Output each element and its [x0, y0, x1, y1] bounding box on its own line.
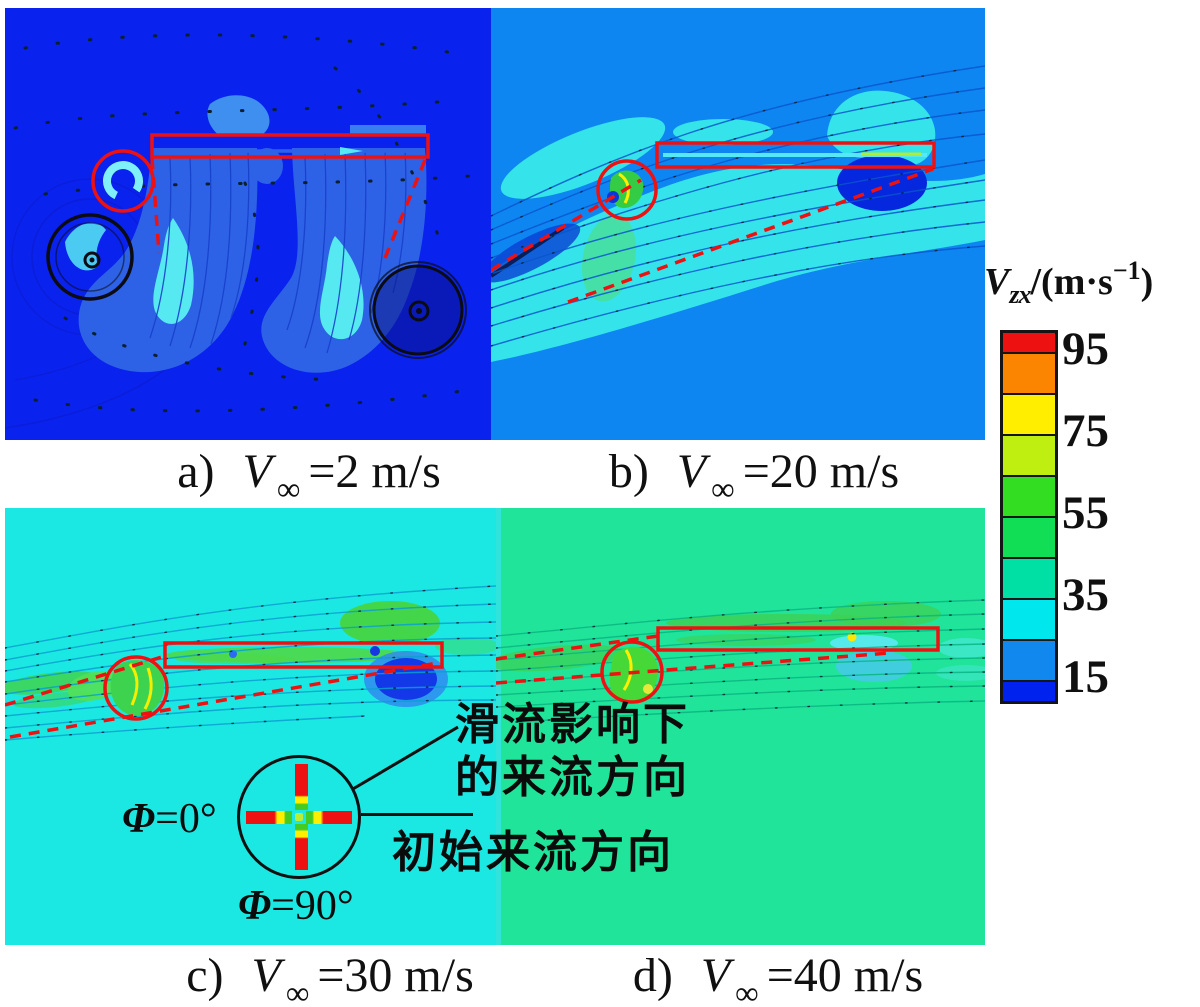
red-overlays: [496, 626, 940, 704]
colorbar-segment: [1003, 393, 1055, 435]
leader-line-initial: [361, 813, 473, 816]
velocity-symbol: V: [242, 445, 272, 498]
colorbar-title-symbol: V: [984, 261, 1010, 303]
caption-prefix: d): [632, 949, 673, 1002]
infinity-subscript: ∞: [735, 976, 759, 1007]
infinity-subscript: ∞: [711, 472, 735, 508]
panel-c-contour: [5, 508, 496, 945]
colorbar-segment: [1003, 475, 1055, 516]
wing-rectangle: [163, 641, 444, 669]
vortex-ring-right: [369, 261, 467, 359]
colorbar-tick-label: 75: [1062, 405, 1109, 458]
caption-panel-d: d) V ∞ =40 m/s: [568, 948, 988, 1007]
blade-top: [295, 764, 308, 810]
caption-value: =20 m/s: [742, 445, 900, 498]
wake-dome-blob: [340, 601, 440, 645]
streamlines: [496, 598, 985, 724]
wing-rectangle: [656, 626, 940, 652]
colorbar-swatches: [1000, 330, 1058, 704]
colorbar-tick-label: 15: [1062, 650, 1109, 703]
vortex-ring-left: [46, 213, 134, 301]
colorbar-segment: [1003, 516, 1055, 557]
infinity-subscript: ∞: [285, 976, 310, 1007]
panel-a-art: [5, 33, 477, 429]
flow-direction-dash: [491, 178, 642, 272]
flow-direction-dash: [567, 167, 934, 304]
phi-symbol: Φ: [238, 883, 272, 929]
colorbar-tick-label: 55: [1062, 487, 1109, 539]
caption-prefix: c): [186, 949, 224, 1002]
panel-b-art: [491, 64, 985, 362]
flow-direction-dash: [496, 634, 659, 661]
colorbar-title-subscript: zx: [1009, 280, 1031, 309]
phi-ninety-value: =90°: [271, 883, 354, 929]
phi-zero-value: =0°: [155, 796, 217, 842]
hub-dot: [295, 813, 303, 821]
caption-value: =40 m/s: [766, 949, 924, 1002]
blade-left: [246, 811, 292, 824]
wing-rectangle: [655, 141, 936, 169]
colorbar-segment: [1003, 597, 1055, 639]
caption-panel-c: c) V ∞ =30 m/s: [120, 948, 540, 1007]
phi-symbol: Φ: [122, 796, 156, 842]
slipstream-flow-annotation: 滑流影响下 的来流方向: [455, 698, 690, 804]
flow-direction-dash: [150, 157, 161, 254]
blade-bottom: [295, 824, 308, 870]
phi-zero-label: Φ=0°: [122, 795, 217, 843]
initial-flow-annotation: 初始来流方向: [392, 828, 674, 877]
colorbar-tick-label: 35: [1062, 568, 1109, 621]
caption-panel-a: a) V ∞ =2 m/s: [99, 444, 519, 509]
caption-prefix: b): [608, 445, 649, 498]
colorbar-title-close: ): [1140, 261, 1154, 303]
slipstream-flow-line1: 滑流影响下: [455, 700, 690, 749]
velocity-symbol: V: [700, 949, 731, 1002]
colorbar-title-units: /(m·s: [1030, 261, 1113, 303]
colorbar-segment: [1003, 352, 1055, 394]
flow-direction-dash: [5, 654, 166, 707]
propeller-circle: [103, 655, 169, 721]
wake-dome-blob: [831, 601, 941, 627]
colorbar-title: Vzx/(m·s−1): [984, 256, 1153, 310]
wake-plume-left: [78, 148, 258, 373]
propeller-disk-inset: [237, 755, 361, 879]
panel-d-art: [496, 508, 985, 945]
propeller-circle: [91, 149, 155, 213]
colorbar-segment: [1003, 434, 1055, 476]
panel-d-contour: [496, 508, 985, 945]
blade-right: [306, 811, 352, 824]
caption-value: =2 m/s: [308, 445, 441, 498]
colorbar-title-exponent: −1: [1112, 256, 1141, 285]
propeller-circle: [600, 640, 664, 704]
caption-value: =30 m/s: [317, 949, 474, 1002]
flow-direction-dash: [496, 651, 891, 685]
vector-dots: [13, 33, 477, 413]
flow-direction-dash: [9, 661, 439, 739]
red-overlays: [91, 133, 430, 259]
infinity-subscript: ∞: [276, 472, 301, 508]
caption-panel-b: b) V ∞ =20 m/s: [544, 444, 964, 509]
panel-c-art: [5, 584, 496, 742]
colorbar-segment: [1003, 333, 1055, 353]
slipstream-flow-line2: 的来流方向: [455, 753, 690, 802]
colorbar-segment: [1003, 638, 1055, 680]
panel-b-contour: [491, 8, 985, 440]
panel-a-contour: [5, 8, 491, 440]
colorbar-ticks: 95 75 55 35 15: [1062, 326, 1182, 703]
wing-rectangle: [150, 133, 430, 159]
caption-prefix: a): [177, 445, 215, 498]
colorbar-segment: [1003, 556, 1055, 598]
red-overlays: [5, 641, 444, 739]
velocity-symbol: V: [251, 949, 281, 1002]
velocity-symbol: V: [676, 445, 707, 498]
propeller-circle: [596, 159, 658, 221]
red-overlays: [491, 141, 936, 304]
colorbar-segment: [1003, 679, 1055, 701]
phi-ninety-label: Φ=90°: [238, 882, 354, 930]
colorbar-tick-label: 95: [1062, 323, 1109, 376]
slipstream-band: [491, 90, 985, 362]
